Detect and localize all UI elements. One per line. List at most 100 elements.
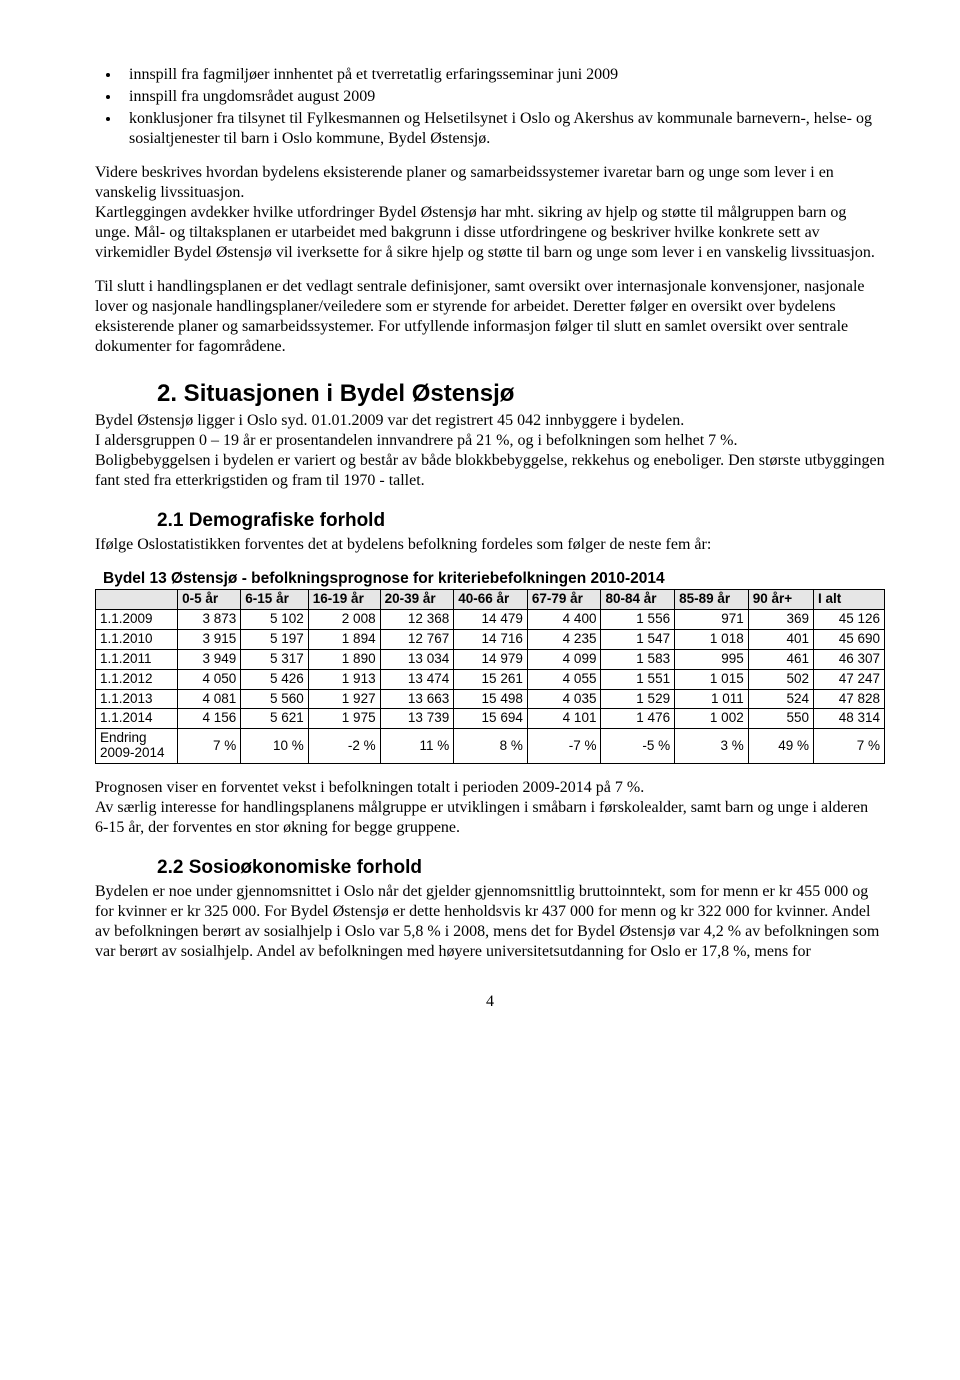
table-title: Bydel 13 Østensjø - befolkningsprognose … — [103, 569, 885, 588]
table-cell: 1 002 — [675, 709, 749, 729]
body-paragraph: Kartleggingen avdekker hvilke utfordring… — [95, 203, 885, 263]
table-row: 1.1.20103 9155 1971 89412 76714 7164 235… — [96, 629, 885, 649]
bullet-item: innspill fra fagmiljøer innhentet på et … — [121, 65, 885, 85]
table-cell: 4 235 — [527, 629, 601, 649]
table-cell: 14 479 — [454, 610, 528, 630]
heading-subsection-2-2: 2.2 Sosioøkonomiske forhold — [157, 856, 885, 880]
table-cell: 45 690 — [814, 629, 885, 649]
table-cell: 4 101 — [527, 709, 601, 729]
table-cell: 49 % — [748, 729, 813, 764]
table-cell: 46 307 — [814, 649, 885, 669]
table-cell: 12 767 — [380, 629, 454, 649]
table-cell: 5 197 — [241, 629, 308, 649]
table-row-label: 1.1.2012 — [96, 669, 178, 689]
heading-section-2: 2. Situasjonen i Bydel Østensjø — [157, 379, 885, 409]
table-cell: -2 % — [308, 729, 380, 764]
table-cell: 12 368 — [380, 610, 454, 630]
heading-subsection-2-1: 2.1 Demografiske forhold — [157, 509, 885, 533]
table-cell: 1 551 — [601, 669, 675, 689]
table-cell: 7 % — [814, 729, 885, 764]
table-header-cell: 20-39 år — [380, 590, 454, 610]
body-paragraph: Bydelen er noe under gjennomsnittet i Os… — [95, 882, 885, 962]
table-cell: 3 % — [675, 729, 749, 764]
table-cell: 47 247 — [814, 669, 885, 689]
table-cell: 4 081 — [178, 689, 241, 709]
table-cell: 4 050 — [178, 669, 241, 689]
table-cell: -5 % — [601, 729, 675, 764]
table-row-label: 1.1.2009 — [96, 610, 178, 630]
table-cell: 3 949 — [178, 649, 241, 669]
table-cell: 48 314 — [814, 709, 885, 729]
table-cell: 5 621 — [241, 709, 308, 729]
bullet-list: innspill fra fagmiljøer innhentet på et … — [95, 65, 885, 149]
table-cell: 1 583 — [601, 649, 675, 669]
table-cell: 1 018 — [675, 629, 749, 649]
table-cell: 4 055 — [527, 669, 601, 689]
table-cell: 461 — [748, 649, 813, 669]
table-cell: 5 102 — [241, 610, 308, 630]
table-cell: 1 927 — [308, 689, 380, 709]
table-header-cell: 90 år+ — [748, 590, 813, 610]
table-header-cell: I alt — [814, 590, 885, 610]
table-row-label: 1.1.2010 — [96, 629, 178, 649]
body-paragraph: Boligbebyggelsen i bydelen er variert og… — [95, 451, 885, 491]
table-cell: 13 739 — [380, 709, 454, 729]
table-cell: 401 — [748, 629, 813, 649]
table-cell: 15 694 — [454, 709, 528, 729]
table-row: 1.1.20134 0815 5601 92713 66315 4984 035… — [96, 689, 885, 709]
table-cell: 1 556 — [601, 610, 675, 630]
table-row-label: Endring2009-2014 — [96, 729, 178, 764]
table-cell: 11 % — [380, 729, 454, 764]
table-cell: 4 099 — [527, 649, 601, 669]
body-paragraph: Videre beskrives hvordan bydelens eksist… — [95, 163, 885, 203]
table-header-cell: 0-5 år — [178, 590, 241, 610]
table-cell: 1 894 — [308, 629, 380, 649]
table-cell: 14 979 — [454, 649, 528, 669]
table-cell: 10 % — [241, 729, 308, 764]
table-cell: 1 913 — [308, 669, 380, 689]
table-row-label: 1.1.2011 — [96, 649, 178, 669]
table-cell: 1 015 — [675, 669, 749, 689]
table-cell: 15 498 — [454, 689, 528, 709]
table-cell: 45 126 — [814, 610, 885, 630]
table-header-cell: 16-19 år — [308, 590, 380, 610]
table-row: 1.1.20093 8735 1022 00812 36814 4794 400… — [96, 610, 885, 630]
table-cell: 369 — [748, 610, 813, 630]
table-cell: 502 — [748, 669, 813, 689]
table-row: 1.1.20124 0505 4261 91313 47415 2614 055… — [96, 669, 885, 689]
table-cell: 5 426 — [241, 669, 308, 689]
table-cell: 1 011 — [675, 689, 749, 709]
table-cell: 3 873 — [178, 610, 241, 630]
table-cell: 7 % — [178, 729, 241, 764]
table-cell: 5 317 — [241, 649, 308, 669]
table-cell: 1 476 — [601, 709, 675, 729]
table-row: 1.1.20144 1565 6211 97513 73915 6944 101… — [96, 709, 885, 729]
table-row-label: 1.1.2014 — [96, 709, 178, 729]
table-cell: 4 035 — [527, 689, 601, 709]
table-cell: 995 — [675, 649, 749, 669]
table-header-cell: 6-15 år — [241, 590, 308, 610]
table-header-row: 0-5 år 6-15 år 16-19 år 20-39 år 40-66 å… — [96, 590, 885, 610]
table-header-cell — [96, 590, 178, 610]
table-cell: 47 828 — [814, 689, 885, 709]
table-cell: 13 034 — [380, 649, 454, 669]
bullet-item: innspill fra ungdomsrådet august 2009 — [121, 87, 885, 107]
page-number: 4 — [95, 992, 885, 1012]
table-cell: -7 % — [527, 729, 601, 764]
table-cell: 550 — [748, 709, 813, 729]
table-cell: 971 — [675, 610, 749, 630]
body-paragraph: Ifølge Oslostatistikken forventes det at… — [95, 535, 885, 555]
table-cell: 4 156 — [178, 709, 241, 729]
table-row-change: Endring2009-20147 %10 %-2 %11 %8 %-7 %-5… — [96, 729, 885, 764]
table-cell: 15 261 — [454, 669, 528, 689]
table-cell: 1 529 — [601, 689, 675, 709]
body-paragraph: Prognosen viser en forventet vekst i bef… — [95, 778, 885, 798]
table-header-cell: 85-89 år — [675, 590, 749, 610]
bullet-item: konklusjoner fra tilsynet til Fylkesmann… — [121, 109, 885, 149]
table-row: 1.1.20113 9495 3171 89013 03414 9794 099… — [96, 649, 885, 669]
table-cell: 13 474 — [380, 669, 454, 689]
table-cell: 14 716 — [454, 629, 528, 649]
body-paragraph: I aldersgruppen 0 – 19 år er prosentande… — [95, 431, 885, 451]
table-header-cell: 40-66 år — [454, 590, 528, 610]
table-cell: 8 % — [454, 729, 528, 764]
